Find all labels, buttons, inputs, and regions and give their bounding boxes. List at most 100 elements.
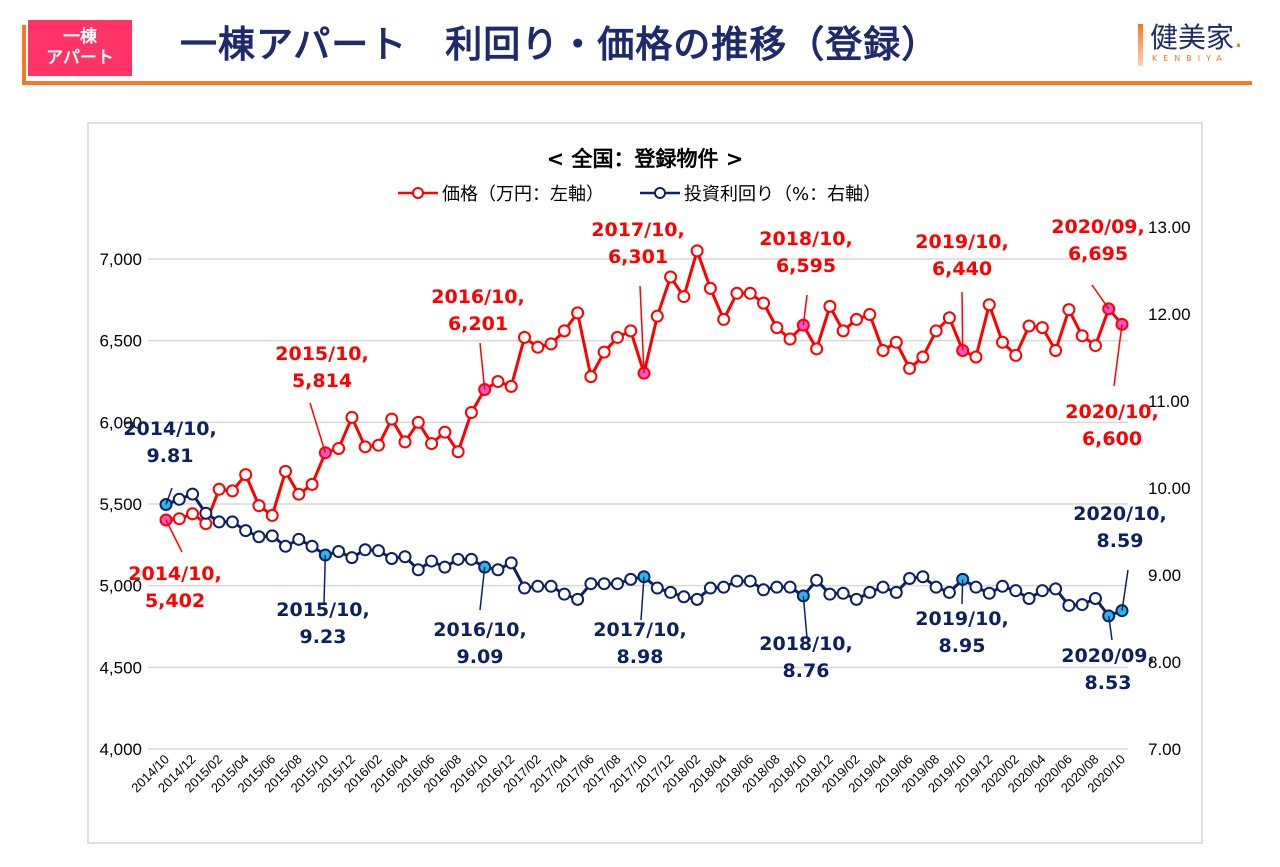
yield-point bbox=[239, 524, 253, 538]
yield-point bbox=[836, 586, 850, 600]
price-point bbox=[411, 415, 425, 429]
right-tick-label: 13.00 bbox=[1148, 218, 1191, 237]
yield-point bbox=[199, 506, 213, 520]
yield-annotation-date: 2016/10, bbox=[433, 619, 526, 641]
price-point bbox=[690, 244, 704, 258]
yield-point bbox=[942, 585, 956, 599]
yield-point bbox=[172, 492, 186, 506]
yield-point bbox=[1049, 582, 1063, 596]
price-point bbox=[597, 345, 611, 359]
yield-point bbox=[929, 580, 943, 594]
yield-leader-line bbox=[323, 554, 327, 604]
yield-point bbox=[889, 585, 903, 599]
price-point bbox=[371, 438, 385, 452]
yield-annotation-date: 2019/10, bbox=[915, 608, 1008, 630]
price-point bbox=[186, 507, 200, 521]
yield-point bbox=[1022, 591, 1036, 605]
price-point bbox=[225, 484, 239, 498]
yield-leader-line bbox=[1107, 615, 1113, 641]
price-point bbox=[1062, 303, 1076, 317]
header-frame bbox=[22, 25, 1252, 85]
yield-point bbox=[1075, 598, 1089, 612]
price-point bbox=[664, 270, 678, 284]
price-leader-line bbox=[479, 342, 486, 390]
yield-leader-line bbox=[479, 567, 486, 611]
price-point bbox=[584, 370, 598, 384]
logo-subtext: KENBIYA bbox=[1152, 54, 1228, 63]
yield-annotation-value: 8.53 bbox=[1085, 672, 1132, 694]
price-point bbox=[836, 324, 850, 338]
price-leader-line bbox=[165, 519, 183, 553]
price-point bbox=[358, 440, 372, 454]
yield-point bbox=[225, 515, 239, 529]
yield-point bbox=[783, 580, 797, 594]
price-point bbox=[1035, 321, 1049, 335]
category-badge: 一棟 アパート bbox=[28, 20, 132, 76]
price-annotation-value: 6,595 bbox=[776, 255, 836, 277]
price-point bbox=[557, 324, 571, 338]
price-annotation-value: 6,440 bbox=[932, 258, 992, 280]
price-point bbox=[265, 508, 279, 522]
logo-name: 健美家 bbox=[1150, 21, 1235, 54]
yield-point bbox=[279, 539, 292, 553]
x-axis-ticks: 2014/102014/122015/022015/042015/062015/… bbox=[128, 752, 1128, 796]
yield-point bbox=[491, 563, 505, 577]
yield-point bbox=[903, 571, 917, 585]
price-point bbox=[876, 343, 890, 357]
price-point bbox=[942, 311, 956, 325]
price-point bbox=[292, 487, 306, 501]
price-point bbox=[889, 335, 903, 349]
price-point bbox=[783, 332, 797, 346]
legend-price-label: 価格（万円：左軸） bbox=[442, 184, 604, 205]
price-point bbox=[982, 298, 996, 312]
price-point bbox=[305, 477, 319, 491]
price-annotation-date: 2020/09, bbox=[1051, 216, 1144, 238]
yield-point bbox=[703, 581, 717, 595]
price-point bbox=[1088, 339, 1102, 353]
yield-point bbox=[982, 586, 996, 600]
yield-point bbox=[677, 590, 691, 604]
yield-point bbox=[650, 581, 664, 595]
yield-point bbox=[730, 574, 744, 588]
left-tick-label: 4,500 bbox=[99, 658, 142, 677]
yield-annotation-date: 2020/10, bbox=[1073, 503, 1166, 525]
right-tick-label: 10.00 bbox=[1148, 479, 1191, 498]
price-point bbox=[1022, 319, 1036, 333]
price-annotation-value: 6,301 bbox=[608, 246, 668, 268]
price-point bbox=[810, 342, 824, 356]
price-point bbox=[199, 517, 213, 531]
price-point bbox=[1075, 329, 1089, 343]
price-point bbox=[279, 464, 292, 478]
yield-point bbox=[504, 556, 518, 570]
logo-text: 健美家. bbox=[1150, 20, 1243, 56]
yield-point bbox=[876, 580, 890, 594]
price-point bbox=[610, 330, 624, 344]
yield-annotation-value: 9.81 bbox=[147, 445, 194, 467]
price-leader-line bbox=[802, 294, 808, 326]
yield-point bbox=[385, 551, 399, 565]
right-tick-label: 12.00 bbox=[1148, 305, 1191, 324]
left-tick-label: 4,000 bbox=[99, 740, 142, 759]
price-point bbox=[438, 425, 452, 439]
price-annotation-value: 6,600 bbox=[1082, 428, 1142, 450]
yield-point bbox=[717, 580, 731, 594]
price-annotation-date: 2015/10, bbox=[275, 343, 368, 365]
price-annotation-date: 2014/10, bbox=[128, 563, 221, 585]
yield-point bbox=[584, 577, 598, 591]
yield-annotation-date: 2014/10, bbox=[123, 418, 216, 440]
legend-yield-marker bbox=[654, 187, 666, 199]
price-point bbox=[172, 512, 186, 526]
yield-point bbox=[1035, 584, 1049, 598]
price-annotation-date: 2018/10, bbox=[759, 228, 852, 250]
price-point bbox=[212, 482, 226, 496]
price-annotation-value: 5,814 bbox=[292, 370, 352, 392]
price-point bbox=[929, 324, 943, 338]
yield-point bbox=[265, 529, 279, 543]
price-leader-line bbox=[639, 285, 645, 374]
yield-point bbox=[292, 532, 306, 546]
yield-point bbox=[1009, 584, 1023, 598]
yield-leader-line bbox=[1121, 569, 1129, 611]
price-annotation-value: 6,695 bbox=[1068, 243, 1128, 265]
legend: 価格（万円：左軸） 投資利回り（%：右軸） bbox=[398, 184, 881, 205]
right-tick-label: 11.00 bbox=[1148, 392, 1189, 411]
